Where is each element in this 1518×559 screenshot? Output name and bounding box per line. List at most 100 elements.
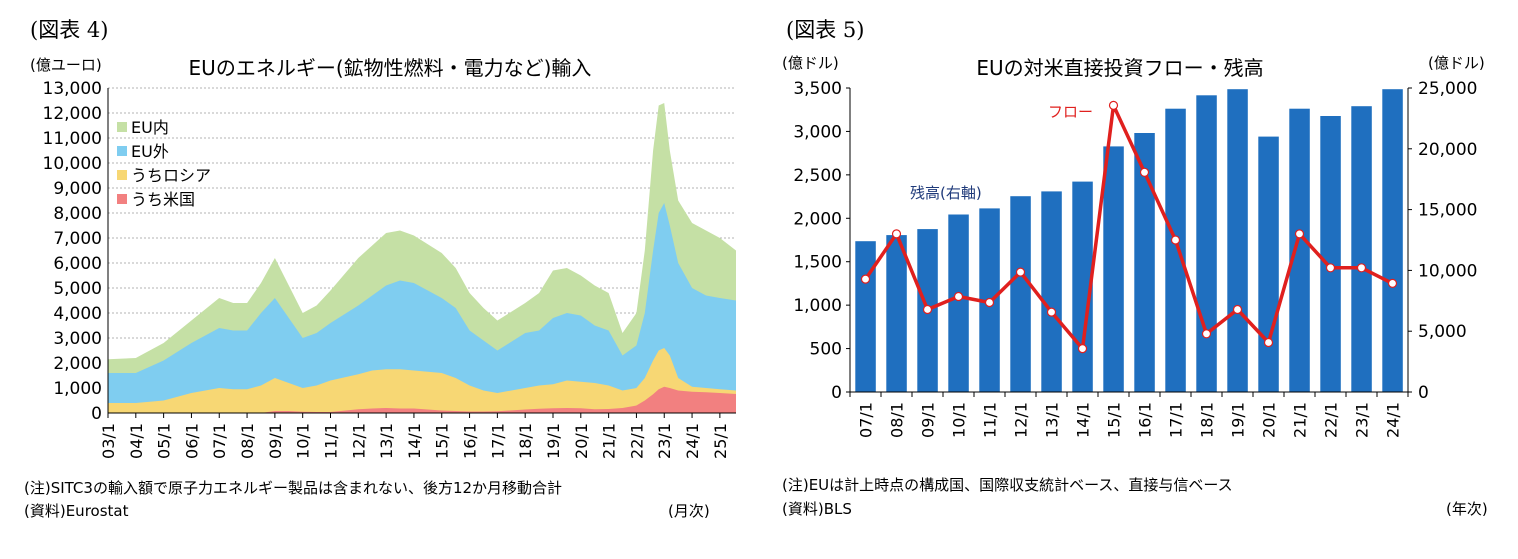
bar-stock bbox=[1165, 108, 1186, 392]
flow-point bbox=[953, 291, 964, 302]
area-series-EU外 bbox=[108, 203, 736, 413]
y2-tick-label: 20,000 bbox=[1418, 140, 1477, 160]
bar-stock bbox=[855, 241, 876, 392]
y2-tick-label: 15,000 bbox=[1418, 201, 1477, 221]
chart-title: EUのエネルギー(鉱物性燃料・電力など)輸入 bbox=[189, 56, 592, 80]
left-axis-unit: (億ドル) bbox=[782, 54, 839, 72]
flow-point bbox=[984, 297, 995, 308]
x-tick-label: 22/1 bbox=[1322, 402, 1341, 438]
y-tick-label: 0 bbox=[831, 383, 842, 403]
y-tick-label: 2,500 bbox=[793, 166, 842, 186]
x-tick-label: 08/1 bbox=[238, 423, 257, 459]
x-tick-label: 13/1 bbox=[377, 423, 396, 459]
flow-point bbox=[1232, 304, 1243, 315]
bar-stock bbox=[886, 235, 907, 392]
figure-label: (図表 5) bbox=[786, 18, 864, 42]
bar-stock bbox=[1289, 108, 1310, 392]
y-tick-label: 2,000 bbox=[793, 209, 842, 229]
flow-point bbox=[1046, 307, 1057, 317]
flow-point bbox=[1170, 235, 1181, 245]
x-tick-label: 05/1 bbox=[155, 423, 174, 459]
plot-area bbox=[855, 89, 1403, 393]
flow-series-label: フロー bbox=[1048, 103, 1093, 121]
y-tick-label: 5,000 bbox=[53, 279, 102, 299]
x-axis-unit: (年次) bbox=[1446, 500, 1488, 518]
y-tick-label: 1,500 bbox=[793, 253, 842, 273]
axes: 0 500 1,000 1,500 2,000 2,500 3,000 3,500 0 5,000… bbox=[793, 79, 1477, 438]
x-tick-label: 09/1 bbox=[919, 402, 938, 438]
figure-label: (図表 4) bbox=[30, 18, 108, 42]
y-tick-label: 0 bbox=[91, 404, 102, 424]
flow-point bbox=[1325, 263, 1336, 273]
y-tick-label: 3,000 bbox=[53, 329, 102, 349]
x-tick-label: 17/1 bbox=[488, 423, 507, 459]
x-tick-label: 15/1 bbox=[1105, 402, 1124, 438]
y-tick-label: 10,000 bbox=[43, 154, 102, 174]
y-tick-label: 1,000 bbox=[53, 379, 102, 399]
legend-label: EU内 bbox=[131, 118, 169, 137]
x-tick-label: 25/1 bbox=[711, 423, 730, 459]
y-tick-label: 2,000 bbox=[53, 354, 102, 374]
y2-tick-label: 10,000 bbox=[1418, 261, 1477, 281]
bar-stock bbox=[1010, 196, 1031, 392]
flow-point bbox=[1356, 263, 1367, 273]
area-series-うちロシア bbox=[108, 348, 736, 413]
y2-tick-label: 5,000 bbox=[1418, 322, 1467, 342]
chart-note: (注)EUは計上時点の構成国、国際収支統計ベース、直接与信ベース bbox=[782, 476, 1233, 494]
x-tick-label: 19/1 bbox=[1229, 402, 1248, 438]
plot-area bbox=[108, 87, 736, 413]
x-axis-unit: (月次) bbox=[668, 502, 710, 520]
y-tick-label: 13,000 bbox=[43, 79, 102, 99]
x-tick-label: 13/1 bbox=[1043, 402, 1062, 438]
bar-stock bbox=[1072, 181, 1093, 392]
flow-point bbox=[922, 304, 933, 315]
x-tick-label: 20/1 bbox=[572, 423, 591, 459]
axes: 0 1,000 2,000 3,000 4,000 5,000 6,000 7,000 8,00… bbox=[43, 79, 736, 459]
x-tick-label: 19/1 bbox=[544, 423, 563, 459]
x-tick-label: 18/1 bbox=[516, 423, 535, 459]
bar-stock bbox=[1351, 106, 1372, 392]
x-tick-label: 10/1 bbox=[294, 423, 313, 459]
right-axis-unit: (億ドル) bbox=[1428, 54, 1485, 72]
flow-point bbox=[1139, 167, 1150, 177]
bar-stock bbox=[1382, 89, 1403, 392]
x-tick-label: 22/1 bbox=[627, 423, 646, 459]
flow-point bbox=[1108, 100, 1119, 111]
y-tick-label: 6,000 bbox=[53, 254, 102, 274]
chart-title: EUの対米直接投資フロー・残高 bbox=[976, 56, 1263, 80]
chart-source: (資料)BLS bbox=[782, 500, 852, 518]
y-tick-label: 500 bbox=[810, 340, 842, 360]
x-tick-label: 11/1 bbox=[981, 402, 1000, 438]
bar-stock bbox=[1196, 95, 1217, 393]
x-tick-label: 24/1 bbox=[683, 423, 702, 459]
x-tick-label: 12/1 bbox=[1012, 402, 1031, 438]
y-tick-label: 1,000 bbox=[793, 296, 842, 316]
x-tick-label: 14/1 bbox=[1074, 402, 1093, 438]
x-tick-label: 17/1 bbox=[1167, 402, 1186, 438]
x-tick-label: 16/1 bbox=[461, 423, 480, 459]
flow-point bbox=[1294, 229, 1305, 239]
legend-label: うち米国 bbox=[131, 190, 195, 209]
x-tick-label: 10/1 bbox=[950, 402, 969, 438]
x-tick-label: 03/1 bbox=[99, 423, 118, 459]
chart-energy-imports: (図表 4) (億ユーロ) EUのエネルギー(鉱物性燃料・電力など)輸入 0 1,… bbox=[24, 18, 736, 520]
stock-series-label: 残高(右軸) bbox=[910, 184, 982, 202]
y-axis-unit: (億ユーロ) bbox=[30, 56, 102, 74]
bar-stock bbox=[948, 214, 969, 392]
bar-stock bbox=[1103, 146, 1124, 392]
x-tick-label: 11/1 bbox=[321, 423, 340, 459]
x-tick-label: 23/1 bbox=[1353, 402, 1372, 438]
bar-stock bbox=[1320, 116, 1341, 392]
bar-stock bbox=[1134, 133, 1155, 392]
flow-point bbox=[860, 274, 871, 284]
x-tick-label: 15/1 bbox=[433, 423, 452, 459]
flow-point bbox=[1201, 329, 1212, 339]
area-series-うち米国 bbox=[108, 386, 736, 413]
x-tick-label: 20/1 bbox=[1260, 402, 1279, 438]
x-tick-label: 09/1 bbox=[266, 423, 285, 459]
y-tick-label: 9,000 bbox=[53, 179, 102, 199]
y2-tick-label: 0 bbox=[1418, 383, 1429, 403]
x-tick-label: 23/1 bbox=[655, 423, 674, 459]
